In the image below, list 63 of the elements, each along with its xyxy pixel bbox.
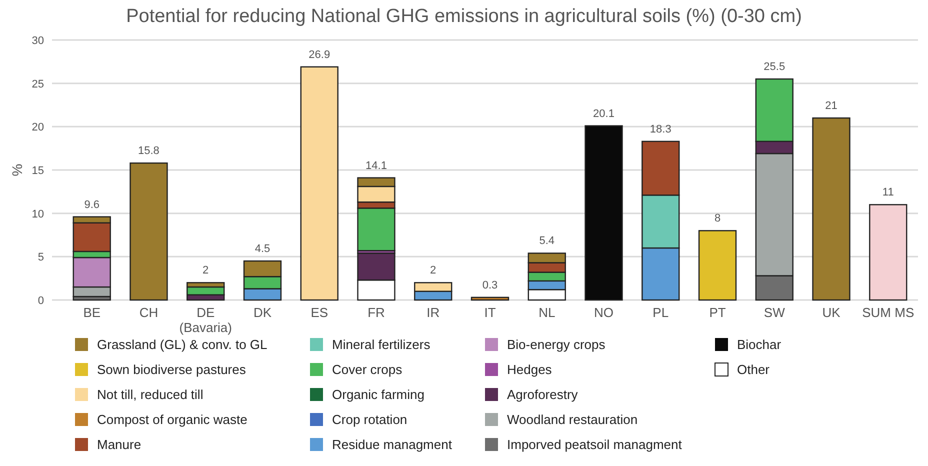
- total-label: 2: [202, 264, 209, 277]
- y-tick-label: 10: [32, 208, 44, 220]
- legend-label: Not till, reduced till: [97, 387, 204, 402]
- x-tick-label: IR: [426, 305, 440, 320]
- total-label: 26.9: [308, 48, 330, 61]
- x-tick-label: NO: [594, 305, 614, 320]
- bar: [584, 125, 623, 301]
- x-tick-label: SW: [764, 305, 786, 320]
- x-tick-label: ES: [310, 305, 328, 320]
- legend-label: Manure: [97, 437, 142, 452]
- total-label: 11: [882, 186, 894, 199]
- y-tick-label: 20: [32, 122, 44, 134]
- legend-label: Imporved peatsoil managment: [507, 437, 682, 452]
- legend-label: Residue managment: [332, 437, 452, 452]
- total-label: 5.4: [539, 235, 555, 248]
- total-label: 25.5: [764, 61, 786, 73]
- legend-label: Organic farming: [332, 387, 424, 402]
- y-axis-title: %: [9, 164, 25, 176]
- legend-label: Other: [737, 362, 770, 377]
- legend-label: Compost of organic waste: [97, 412, 248, 427]
- total-label: 4.5: [254, 243, 270, 255]
- legend-label: Agroforestry: [507, 387, 578, 402]
- legend-label: Crop rotation: [332, 412, 408, 427]
- legend-label: Woodland restauration: [507, 412, 638, 427]
- x-tick-label: BE: [83, 305, 101, 320]
- chart-title: Potential for reducing National GHG emissions in agricultural soils (%) (0-30 cm): [126, 6, 802, 27]
- y-tick-label: 5: [38, 252, 44, 264]
- y-tick-label: 0: [38, 295, 44, 307]
- x-tick-label: DK: [253, 305, 272, 320]
- total-label: 2: [430, 264, 436, 277]
- x-tick-label: UK: [822, 305, 841, 320]
- legend-label: Sown biodiverse pastures: [97, 362, 246, 377]
- total-label: 9.6: [84, 198, 100, 211]
- bar: [698, 230, 737, 301]
- x-tick-label: SUM MS: [862, 305, 914, 320]
- x-tick-label: FR: [368, 305, 385, 320]
- bar: [812, 117, 850, 301]
- total-label: 18.3: [650, 123, 672, 136]
- x-tick-label: DE (Bavaria): [179, 305, 232, 335]
- x-tick-label: NL: [538, 305, 556, 320]
- x-tick-label: CH: [139, 305, 158, 320]
- x-tick-label: IT: [484, 305, 496, 320]
- legend-label: Biochar: [737, 337, 782, 352]
- total-label: 21: [825, 100, 838, 112]
- total-label: 15.8: [138, 145, 160, 158]
- legend-label: Mineral fertilizers: [332, 337, 431, 352]
- legend-label: Bio-energy crops: [507, 337, 606, 352]
- total-label: 20.1: [593, 108, 614, 120]
- x-tick-label: PT: [709, 305, 726, 320]
- bar: [300, 66, 338, 301]
- legend-label: Cover crops: [332, 362, 403, 377]
- x-tick-label: PL: [652, 305, 669, 320]
- y-tick-label: 15: [32, 165, 44, 177]
- bar: [470, 296, 510, 301]
- total-label: 14.1: [366, 160, 387, 172]
- bar: [130, 162, 168, 301]
- bar: [869, 204, 908, 301]
- legend-label: Grassland (GL) & conv. to GL: [97, 337, 268, 352]
- total-label: 0.3: [482, 279, 498, 292]
- total-label: 8: [714, 212, 721, 225]
- y-tick-label: 30: [32, 35, 44, 47]
- y-tick-label: 25: [32, 78, 44, 90]
- legend-label: Hedges: [507, 362, 552, 377]
